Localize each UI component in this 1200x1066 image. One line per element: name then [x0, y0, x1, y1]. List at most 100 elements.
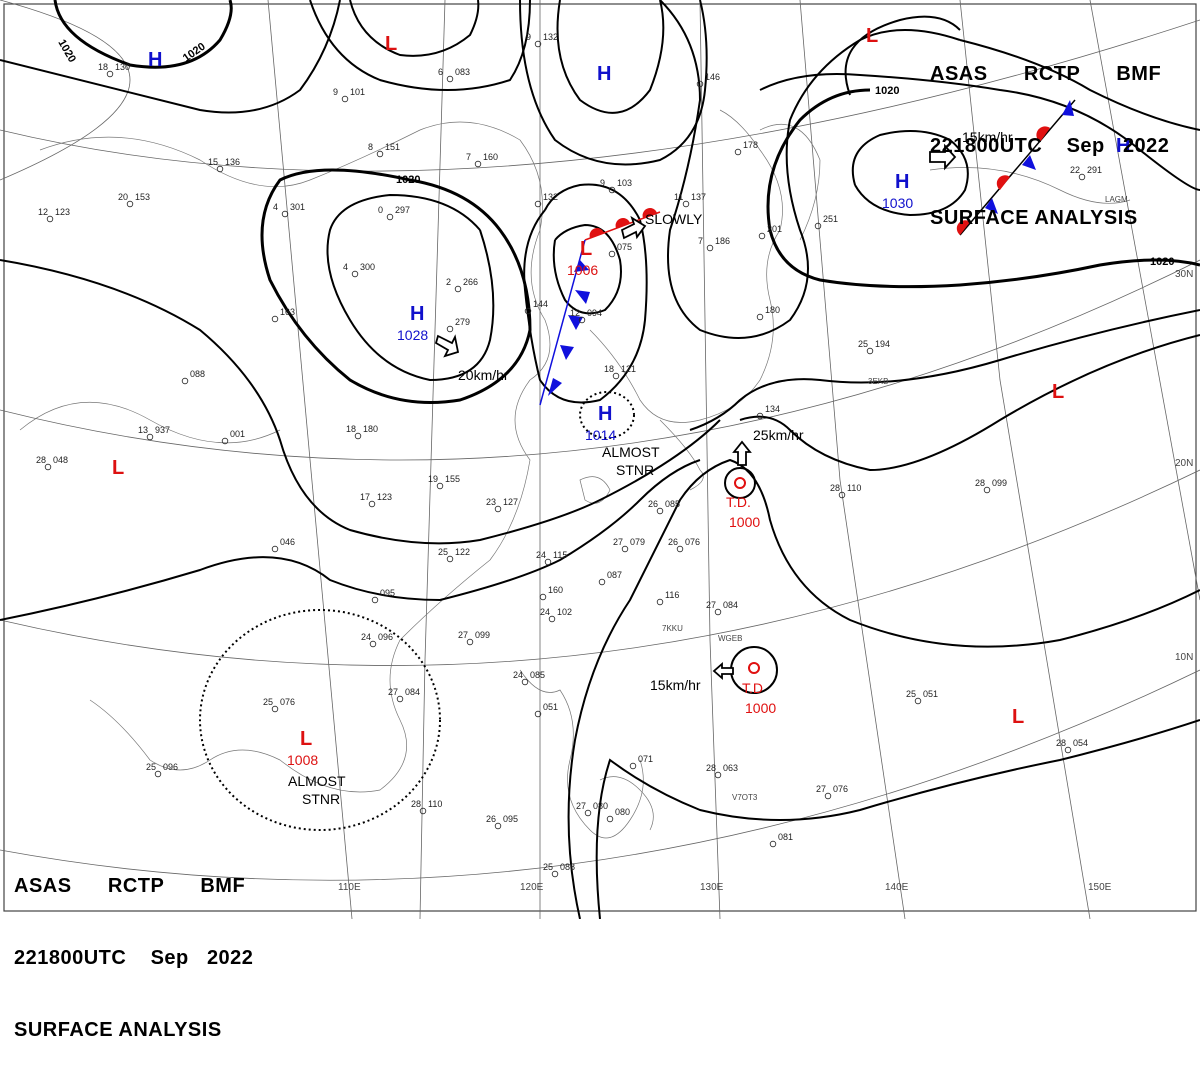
station-marker	[838, 491, 846, 499]
station-temperature: 11	[674, 192, 683, 202]
station-temperature: 6	[438, 67, 443, 77]
station-temperature: 4	[273, 202, 278, 212]
longitude-label: 120E	[520, 882, 544, 893]
longitude-label: 140E	[885, 882, 909, 893]
isobar	[739, 334, 1200, 472]
station-pressure: 116	[665, 590, 679, 600]
station-pressure: 127	[503, 497, 518, 507]
pressure-value: 1030	[882, 195, 913, 211]
isobar	[851, 130, 969, 217]
warm-front-line	[584, 211, 661, 241]
station-pressure: 079	[630, 537, 645, 547]
station-temperature: 23	[486, 497, 496, 507]
station-pressure: 110	[847, 483, 861, 493]
station-temperature: 15	[208, 157, 218, 167]
stationary-cold-symbol	[1062, 100, 1074, 116]
dotted-isobar-hk	[579, 391, 635, 439]
station-marker	[386, 213, 394, 221]
cold-front-symbol	[560, 345, 574, 360]
station-temperature: 25	[146, 762, 156, 772]
td-symbol	[748, 662, 760, 674]
stationary-cold-symbol	[1022, 155, 1036, 170]
station-temperature: 4	[343, 262, 348, 272]
high-pressure-center: H	[598, 403, 612, 425]
station-marker	[544, 558, 552, 566]
station-marker	[371, 596, 379, 604]
station-temperature: 18	[98, 62, 108, 72]
station-marker	[146, 433, 154, 441]
station-temperature: 22	[1070, 165, 1080, 175]
station-pressure: 194	[875, 339, 890, 349]
station-marker	[494, 505, 502, 513]
station-temperature: 13	[138, 425, 148, 435]
header-code: BMF	[200, 875, 246, 897]
station-temperature: 7	[698, 236, 703, 246]
station-temperature: 24	[536, 550, 546, 560]
station-marker	[216, 165, 224, 173]
movement-arrows	[434, 143, 957, 680]
station-marker	[682, 200, 690, 208]
isobar	[0, 259, 721, 545]
station-pressure: 123	[377, 492, 392, 502]
station-id: 3EKB	[868, 377, 888, 386]
station-marker	[1064, 746, 1072, 754]
isobar	[53, 0, 233, 69]
isobar	[595, 719, 1200, 919]
header-code: BMF	[1116, 63, 1162, 85]
station-marker	[369, 640, 377, 648]
header-line3: SURFACE ANALYSIS	[14, 1019, 222, 1041]
isobars	[0, 0, 1200, 919]
low-pressure-center: L	[385, 33, 397, 55]
station-id: WGEB	[718, 634, 742, 643]
station-temperature: 28	[706, 763, 716, 773]
longitude-label: 110E	[338, 882, 361, 893]
station-pressure: 096	[163, 762, 178, 772]
station-marker	[341, 95, 349, 103]
station-temperature: 25	[858, 339, 868, 349]
station-pressure: 160	[548, 585, 563, 595]
station-id: 7KKU	[662, 624, 683, 633]
high-pressure-center: H	[410, 303, 424, 325]
td-symbols	[734, 477, 760, 674]
td-symbol	[734, 477, 746, 489]
station-pressure: 160	[483, 152, 498, 162]
station-pressure: 134	[765, 404, 780, 414]
station-pressure: 121	[621, 364, 636, 374]
station-pressure: 130	[115, 62, 130, 72]
station-temperature: 24	[513, 670, 523, 680]
station-temperature: 26	[486, 814, 496, 824]
warm-front-symbol	[642, 208, 657, 218]
isobar	[0, 0, 341, 114]
td-label: T.D.	[726, 494, 751, 510]
station-marker	[368, 500, 376, 508]
station-temperature: 9	[333, 87, 338, 97]
station-pressure: 186	[715, 236, 730, 246]
station-marker	[474, 160, 482, 168]
station-pressure: 301	[290, 202, 305, 212]
header-top-right: ASAS RCTP BMF 221800UTC Sep 2022 SURFACE…	[930, 14, 1169, 254]
station-pressure: 251	[823, 214, 838, 224]
station-temperature: 28	[975, 478, 985, 488]
movement-labels: 15km/hr 20km/hr SLOWLY 25km/hr 15km/hr	[458, 129, 1013, 693]
station-marker	[534, 200, 542, 208]
movement-label: 20km/hr	[458, 367, 509, 383]
station-marker	[466, 638, 474, 646]
header-line3: SURFACE ANALYSIS	[930, 207, 1138, 229]
low-pressure-center: L	[1012, 706, 1024, 728]
station-temperature: 17	[360, 492, 370, 502]
station-pressure: 163	[280, 307, 295, 317]
station-pressure: 099	[992, 478, 1007, 488]
isobar	[349, 0, 480, 57]
header-station: RCTP	[1023, 63, 1081, 85]
station-temperature: 9	[526, 32, 531, 42]
header-month: Sep	[1066, 135, 1105, 157]
isobar-label: 1020	[875, 85, 899, 97]
station-marker	[769, 840, 777, 848]
station-pressure: 102	[557, 607, 572, 617]
station-pressure: 115	[553, 550, 567, 560]
isobar	[326, 193, 495, 382]
station-id: V7OT3	[732, 793, 758, 802]
movement-arrow	[712, 662, 734, 680]
station-marker	[608, 186, 616, 194]
